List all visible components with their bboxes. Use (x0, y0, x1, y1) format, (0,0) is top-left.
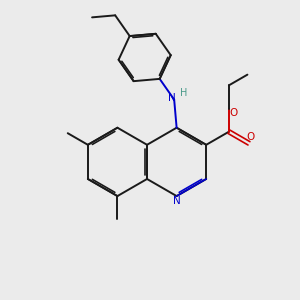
Text: O: O (246, 132, 255, 142)
Text: N: N (173, 196, 181, 206)
Text: H: H (180, 88, 188, 98)
Text: O: O (229, 108, 238, 118)
Text: N: N (168, 93, 176, 103)
